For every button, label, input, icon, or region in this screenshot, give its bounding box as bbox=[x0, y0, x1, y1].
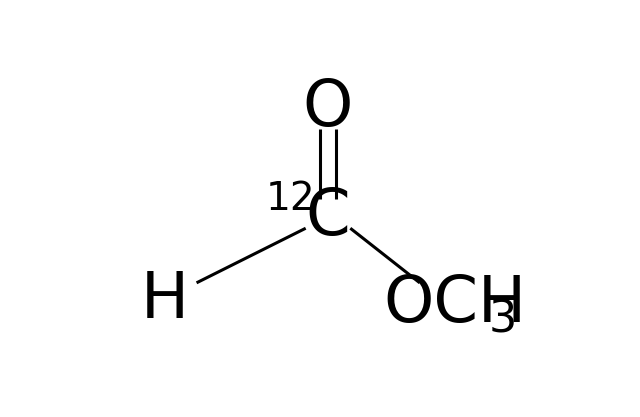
Text: 12: 12 bbox=[266, 180, 316, 219]
Text: C: C bbox=[306, 186, 350, 248]
Text: OCH: OCH bbox=[383, 273, 526, 335]
Text: 3: 3 bbox=[489, 299, 517, 342]
Text: O: O bbox=[303, 77, 353, 139]
Text: H: H bbox=[140, 269, 188, 332]
